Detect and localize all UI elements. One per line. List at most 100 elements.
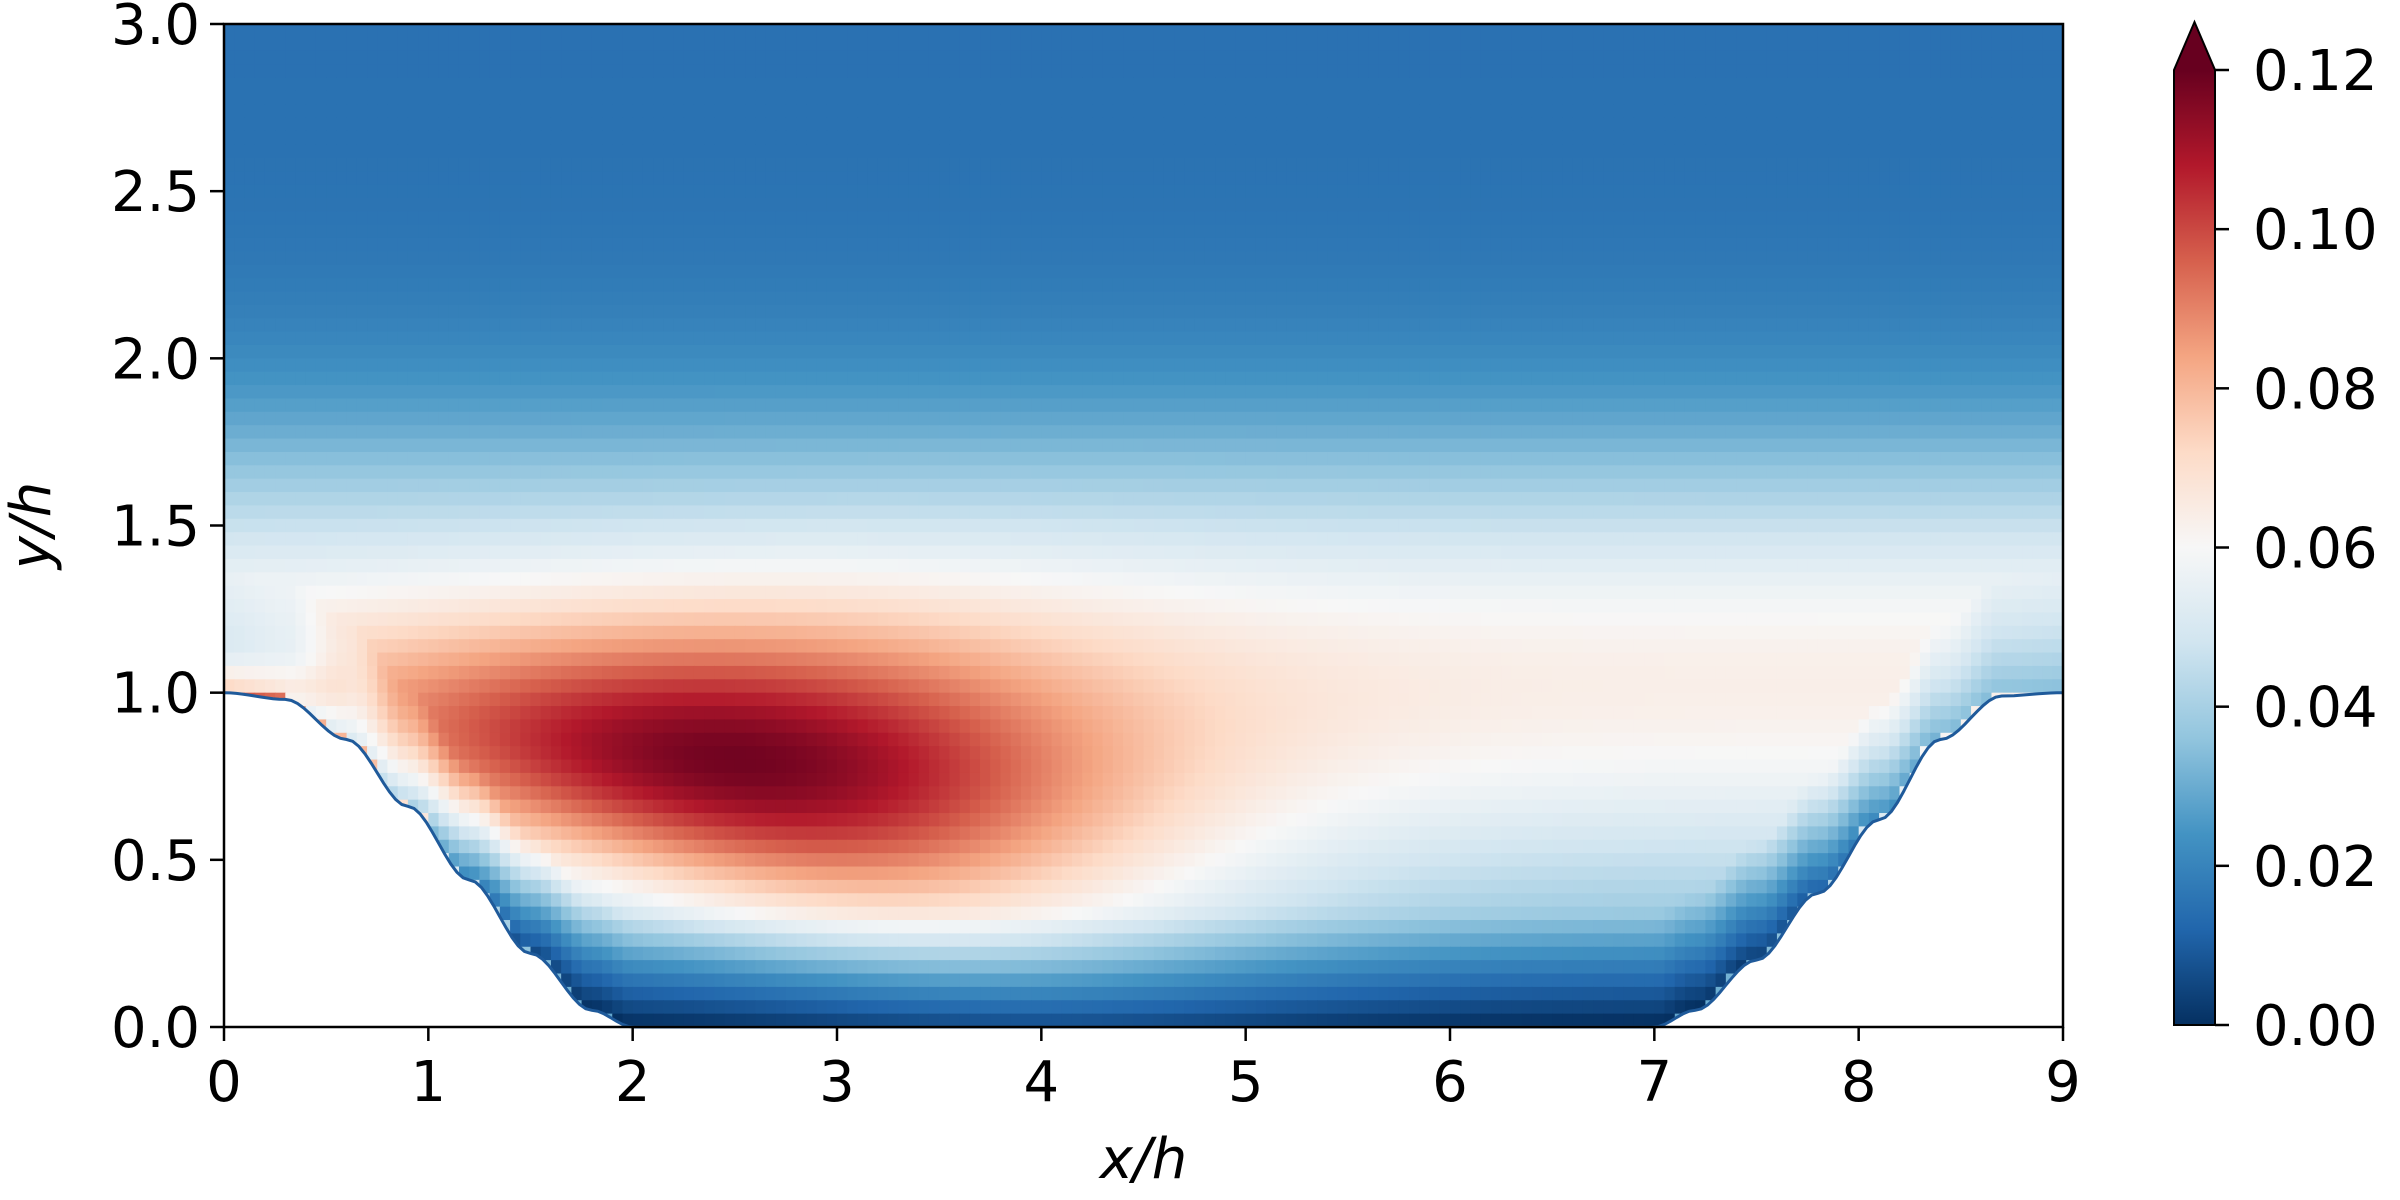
field-cell <box>642 237 654 252</box>
field-cell <box>1552 144 1563 159</box>
field-cell <box>1031 130 1042 145</box>
field-cell <box>1358 144 1369 159</box>
field-cell <box>1266 90 1277 105</box>
field-cell <box>377 104 389 119</box>
field-cell <box>438 344 450 359</box>
field-cell <box>1787 37 1798 52</box>
field-cell <box>1899 371 1911 386</box>
field-cell <box>1470 117 1482 132</box>
field-cell <box>928 171 940 186</box>
field-cell <box>1695 237 1707 252</box>
field-cell <box>683 50 695 65</box>
field-cell <box>458 144 470 159</box>
field-cell <box>959 304 971 319</box>
field-cell <box>1102 385 1114 400</box>
field-cell <box>1746 24 1758 38</box>
field-cell <box>918 37 930 52</box>
field-cell <box>1919 224 1931 239</box>
field-cell <box>1909 184 1921 199</box>
field-cell <box>663 64 675 79</box>
field-cell <box>1071 371 1083 386</box>
field-cell <box>510 171 521 186</box>
field-cell <box>898 64 910 79</box>
field-cell <box>622 358 634 373</box>
field-cell <box>1112 104 1124 119</box>
field-cell <box>990 385 1002 400</box>
field-cell <box>1705 318 1717 333</box>
field-cell <box>367 371 378 386</box>
field-cell <box>458 385 470 400</box>
field-cell <box>1531 171 1543 186</box>
field-cell <box>367 24 378 38</box>
field-cell <box>969 37 981 52</box>
field-cell <box>2001 197 2013 212</box>
field-cell <box>1215 371 1226 386</box>
field-cell <box>775 130 787 145</box>
field-cell <box>1756 344 1768 359</box>
field-cell <box>1235 50 1247 65</box>
field-cell <box>1296 130 1308 145</box>
field-cell <box>1071 104 1083 119</box>
field-cell <box>1848 144 1860 159</box>
field-cell <box>1664 344 1676 359</box>
field-cell <box>622 344 634 359</box>
field-cell <box>1766 344 1778 359</box>
field-cell <box>336 358 348 373</box>
field-cell <box>612 331 624 346</box>
field-cell <box>1061 278 1073 293</box>
field-cell <box>1828 77 1839 92</box>
field-cell <box>1909 344 1921 359</box>
field-cell <box>1480 197 1492 212</box>
field-cell <box>520 344 532 359</box>
field-cell <box>285 224 297 239</box>
field-cell <box>632 104 644 119</box>
field-cell <box>755 371 767 386</box>
field-cell <box>1562 278 1574 293</box>
field-cell <box>581 130 593 145</box>
field-cell <box>693 251 705 266</box>
field-cell <box>326 171 337 186</box>
field-cell <box>2032 278 2044 293</box>
field-cell <box>642 77 654 92</box>
field-cell <box>428 318 440 333</box>
field-cell <box>1838 117 1850 132</box>
field-cell <box>479 77 491 92</box>
field-cell <box>407 237 419 252</box>
field-cell <box>888 90 899 105</box>
field-cell <box>1572 278 1584 293</box>
field-cell <box>1174 144 1185 159</box>
field-cell <box>510 90 521 105</box>
field-cell <box>1613 224 1625 239</box>
field-cell <box>796 130 807 145</box>
field-cell <box>1981 318 1993 333</box>
field-cell <box>1041 130 1053 145</box>
field-cell <box>1286 251 1298 266</box>
field-cell <box>1950 144 1962 159</box>
field-cell <box>1879 224 1890 239</box>
field-cell <box>1450 37 1461 52</box>
field-cell <box>1460 211 1472 226</box>
field-cell <box>775 318 787 333</box>
field-cell <box>969 211 981 226</box>
field-cell <box>1766 197 1778 212</box>
field-cell <box>428 344 440 359</box>
field-cell <box>264 211 276 226</box>
field-cell <box>1899 291 1911 306</box>
field-cell <box>898 371 910 386</box>
field-cell <box>520 385 532 400</box>
field-cell <box>1225 117 1237 132</box>
field-cell <box>1817 130 1829 145</box>
field-cell <box>1317 251 1328 266</box>
field-cell <box>1541 385 1553 400</box>
field-cell <box>1664 90 1676 105</box>
field-cell <box>1082 77 1094 92</box>
field-cell <box>980 197 991 212</box>
field-cell <box>990 50 1002 65</box>
field-cell <box>826 50 838 65</box>
field-cell <box>1541 90 1553 105</box>
field-cell <box>1000 304 1012 319</box>
field-cell <box>1613 358 1625 373</box>
field-cell <box>571 264 583 279</box>
field-cell <box>806 50 818 65</box>
field-cell <box>1899 117 1911 132</box>
